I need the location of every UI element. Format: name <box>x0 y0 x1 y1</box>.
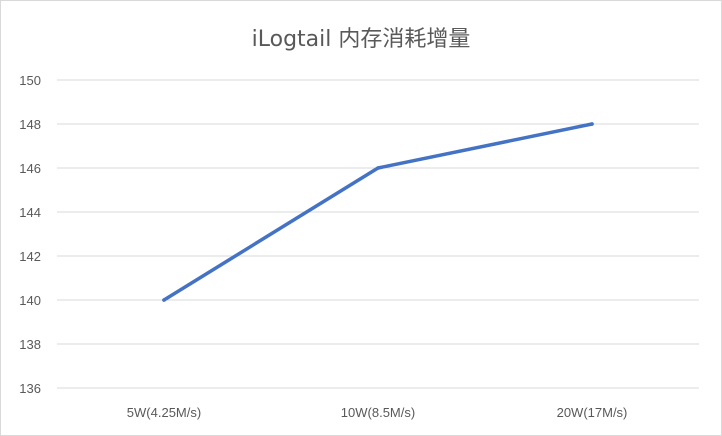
y-tick-label: 146 <box>19 161 41 176</box>
x-tick-label: 10W(8.5M/s) <box>341 405 415 420</box>
x-tick-label: 20W(17M/s) <box>557 405 628 420</box>
y-tick-label: 138 <box>19 337 41 352</box>
x-tick-label: 5W(4.25M/s) <box>127 405 201 420</box>
data-point <box>590 122 594 126</box>
y-tick-label: 140 <box>19 293 41 308</box>
data-point <box>376 166 380 170</box>
data-point <box>162 298 166 302</box>
gridlines <box>57 79 699 389</box>
y-tick-label: 148 <box>19 117 41 132</box>
x-axis-ticks: 5W(4.25M/s) 10W(8.5M/s) 20W(17M/s) <box>127 405 628 420</box>
y-tick-label: 150 <box>19 73 41 88</box>
y-tick-label: 136 <box>19 381 41 396</box>
y-axis-ticks: 136 138 140 142 144 146 148 150 <box>19 73 41 396</box>
y-tick-label: 144 <box>19 205 41 220</box>
series-layer <box>162 122 594 302</box>
y-tick-label: 142 <box>19 249 41 264</box>
chart-title: iLogtail 内存消耗增量 <box>251 27 471 52</box>
